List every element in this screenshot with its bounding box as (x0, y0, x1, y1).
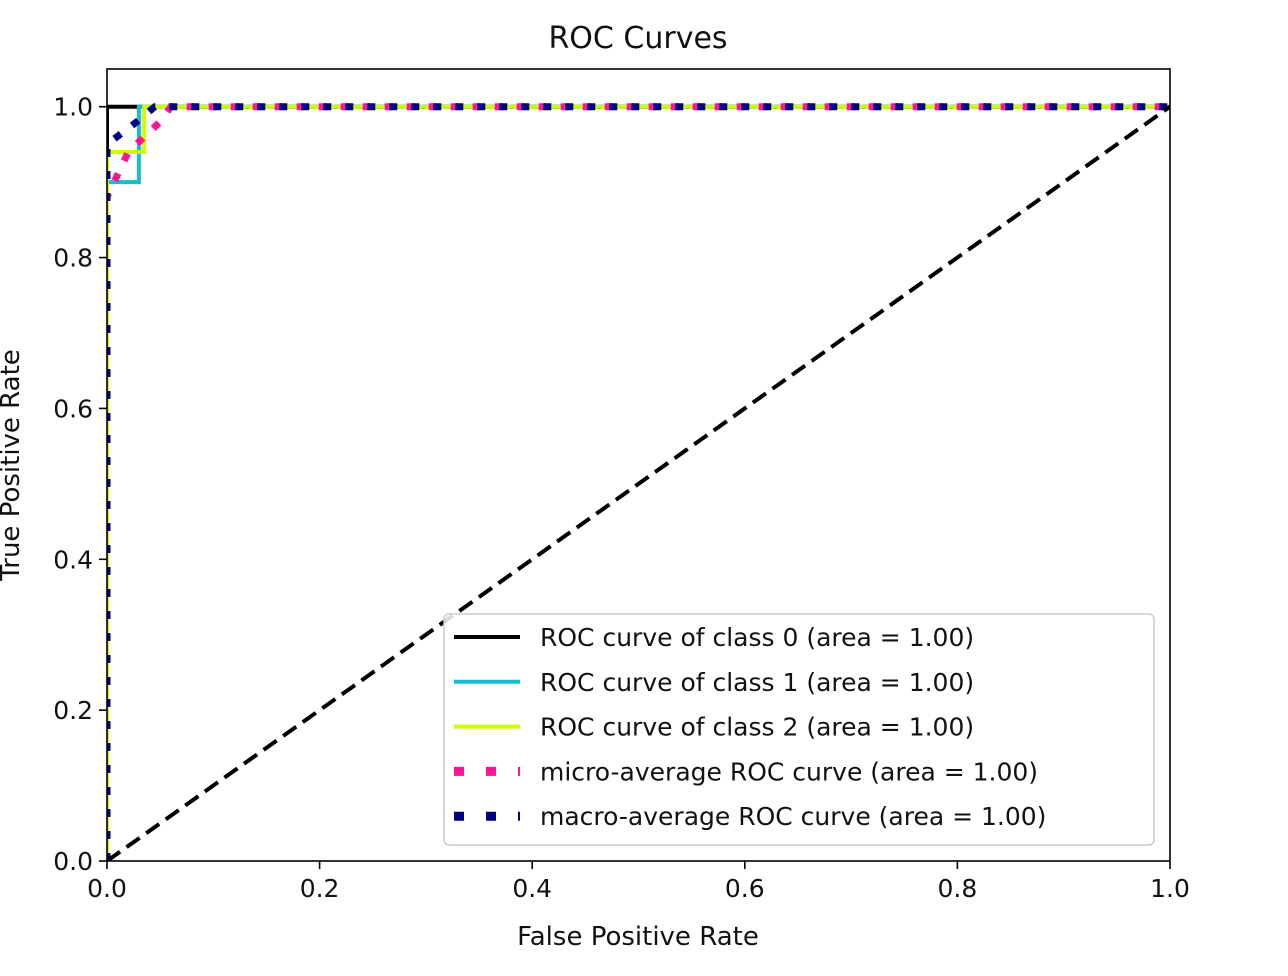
plot-area (107, 103, 1170, 861)
y-tick-label: 0.6 (53, 394, 93, 423)
x-tick-label: 0.8 (938, 874, 978, 903)
axes: 0.0 0.2 0.4 0.6 0.8 1.0 0.0 0.2 0.4 0.6 0.8 1.0 (53, 68, 1190, 903)
y-tick-label: 0.4 (53, 545, 93, 574)
x-tick-label: 1.0 (1150, 874, 1190, 903)
legend-label-0: ROC curve of class 0 (area = 1.00) (540, 623, 974, 652)
legend: ROC curve of class 0 (area = 1.00) ROC cu… (443, 613, 1155, 846)
x-tick-label: 0.2 (300, 874, 340, 903)
series-line-2 (107, 104, 1170, 861)
y-tick-label: 0.2 (53, 696, 93, 725)
x-axis-label: False Positive Rate (517, 922, 759, 952)
legend-label-4: macro-average ROC curve (area = 1.00) (540, 802, 1046, 831)
y-tick-label: 0.0 (53, 847, 93, 876)
plot-frame (106, 68, 1171, 862)
reference-diagonal-line (107, 105, 1170, 861)
series-line-4 (107, 103, 1170, 861)
legend-label-1: ROC curve of class 1 (area = 1.00) (540, 668, 974, 697)
x-tick-label: 0.6 (725, 874, 765, 903)
plot-lines (107, 103, 1170, 861)
legend-box (443, 613, 1155, 846)
chart-title: ROC Curves (548, 21, 727, 56)
y-tick-label: 1.0 (53, 93, 93, 122)
x-tick-label: 0.0 (87, 874, 127, 903)
x-tick-label: 0.4 (512, 874, 552, 903)
y-axis-label: True Positive Rate (0, 349, 26, 582)
y-tick-label: 0.8 (53, 244, 93, 273)
legend-label-3: micro-average ROC curve (area = 1.00) (540, 757, 1038, 786)
legend-label-2: ROC curve of class 2 (area = 1.00) (540, 713, 974, 742)
